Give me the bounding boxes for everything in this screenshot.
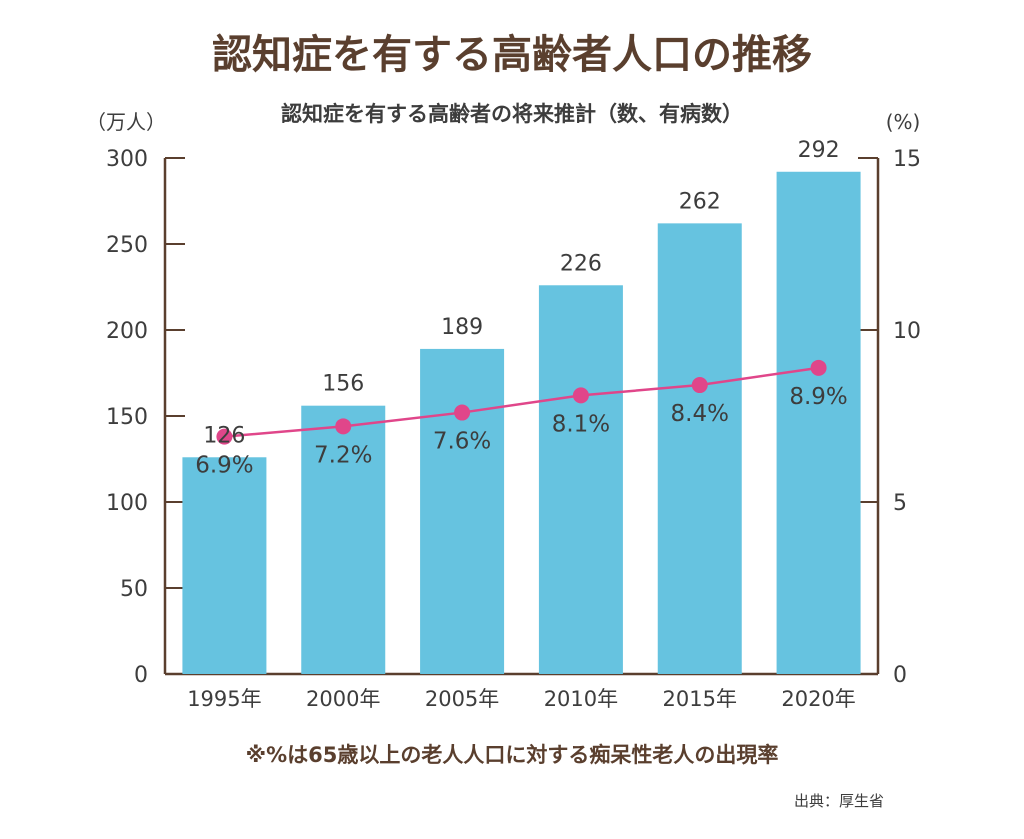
axes: 0 50 100 150 200 250 300 0 5 10 15	[106, 147, 921, 688]
x-tick-label: 2020年	[781, 687, 855, 711]
bar-value-label: 262	[679, 189, 721, 214]
x-tick-label: 2005年	[425, 687, 499, 711]
left-tick-label: 300	[106, 147, 148, 172]
bar-value-label: 156	[322, 372, 364, 397]
line-value-label: 7.6%	[433, 429, 491, 455]
right-tick-label: 5	[893, 491, 907, 516]
chart-subtitle: 認知症を有する高齢者の将来推計（数、有病数）	[281, 102, 743, 126]
left-tick-label: 50	[120, 577, 148, 602]
left-tick-label: 0	[134, 663, 148, 688]
bar	[420, 348, 505, 674]
bar	[776, 171, 861, 674]
bar	[657, 223, 742, 675]
right-tick-label: 15	[893, 147, 921, 172]
left-tick-label: 100	[106, 491, 148, 516]
left-tick-label: 250	[106, 233, 148, 258]
bars	[182, 171, 861, 675]
line-point	[572, 387, 589, 404]
line-value-label: 8.9%	[789, 384, 847, 410]
right-axis-unit: (%)	[886, 110, 921, 134]
x-tick-label: 2010年	[544, 687, 618, 711]
line-series-path	[224, 366, 819, 438]
bar	[538, 285, 623, 674]
bar-value-label: 126	[203, 423, 245, 448]
bar-value-label: 226	[560, 251, 602, 276]
right-tick-label: 0	[893, 663, 907, 688]
left-tick-label: 200	[106, 319, 148, 344]
left-tick-label: 150	[106, 405, 148, 430]
x-tick-label: 2015年	[663, 687, 737, 711]
line-value-label: 7.2%	[314, 442, 372, 468]
left-axis-unit: （万人）	[86, 110, 166, 134]
line-point	[454, 404, 471, 421]
line-point	[810, 359, 827, 376]
x-tick-label: 2000年	[306, 687, 380, 711]
line-point	[216, 428, 233, 445]
source-note: 出典：厚生省	[794, 792, 884, 810]
chart-title: 認知症を有する高齢者人口の推移	[212, 32, 812, 78]
data-labels: 126 1995年 156 2000年 189 2005年 226 2010年 262 2015年…	[187, 138, 856, 711]
line-value-label: 6.9%	[195, 453, 253, 479]
footnote: ※%は65歳以上の老人人口に対する痴呆性老人の出現率	[246, 743, 779, 767]
bar	[301, 405, 386, 674]
bar	[182, 457, 267, 674]
bar-value-label: 292	[798, 138, 840, 163]
bar-value-label: 189	[441, 315, 483, 340]
line-point	[691, 377, 708, 394]
line-value-label: 8.1%	[552, 411, 610, 437]
line-point	[335, 418, 352, 435]
x-tick-label: 1995年	[187, 687, 261, 711]
line-value-label: 8.4%	[671, 401, 729, 427]
line-series	[216, 359, 827, 445]
right-tick-label: 10	[893, 319, 921, 344]
